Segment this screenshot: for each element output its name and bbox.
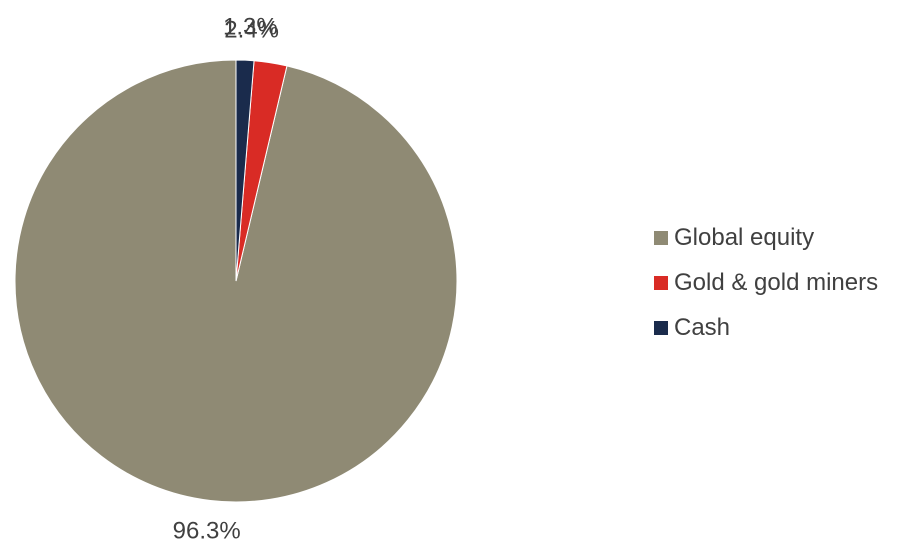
legend-swatch-global-equity xyxy=(654,231,668,245)
legend-item-global-equity: Global equity xyxy=(654,222,878,254)
legend-label-cash: Cash xyxy=(674,314,731,341)
pie-slice-cash xyxy=(235,59,255,282)
data-label-cash: 1.3% xyxy=(223,14,278,41)
data-label-gold-and-gold-miners: 2.4% xyxy=(224,16,279,43)
pie-slices xyxy=(14,59,458,503)
legend-label-global-equity: Global equity xyxy=(674,224,815,251)
legend-swatch-cash xyxy=(654,321,668,335)
data-label-global-equity: 96.3% xyxy=(173,518,241,541)
pie-data-labels: 96.3% 2.4%1.3% xyxy=(173,14,279,541)
legend-item-gold-and-gold-miners: Gold & gold miners xyxy=(654,267,878,299)
legend-label-gold-and-gold-miners: Gold & gold miners xyxy=(674,269,879,296)
chart-legend: Global equity Gold & gold miners Cash xyxy=(654,222,878,344)
legend-item-cash: Cash xyxy=(654,312,878,344)
legend-swatch-gold-and-gold-miners xyxy=(654,276,668,290)
